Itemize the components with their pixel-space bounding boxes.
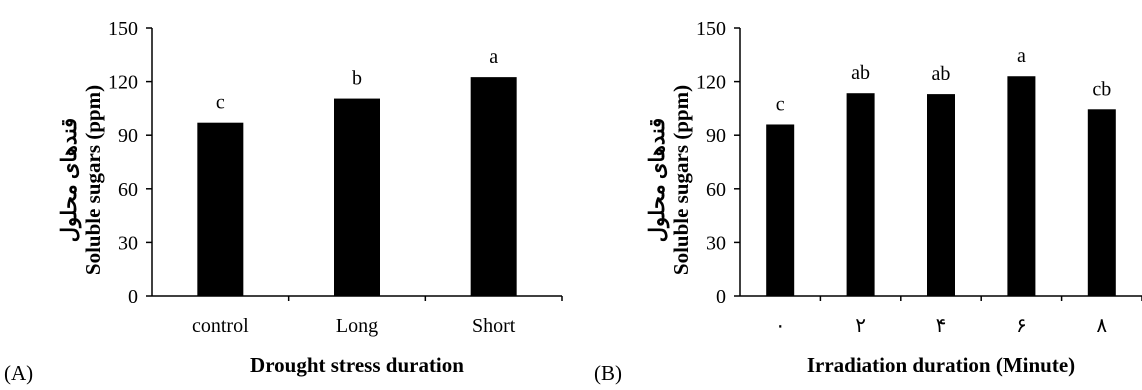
x-tick-label: control (192, 315, 249, 337)
x-tick-label: ۲ (855, 315, 866, 337)
significance-letter: b (352, 68, 362, 90)
panel-label: (A) (4, 361, 33, 385)
y-axis-title-persian: قندهای محلول (57, 118, 82, 242)
bar (470, 77, 517, 296)
x-tick-label: Short (472, 315, 516, 337)
y-axis-title: Soluble sugars (ppm) (81, 85, 105, 275)
panel-label: (B) (594, 361, 622, 385)
y-tick-label: 0 (716, 286, 726, 308)
bar (334, 98, 380, 296)
bar (766, 124, 795, 296)
y-tick-label: 60 (706, 179, 726, 201)
significance-letter: ab (932, 63, 951, 85)
y-tick-label: 150 (696, 18, 726, 40)
bar (846, 93, 875, 296)
y-axis-title: Soluble sugars (ppm) (669, 85, 693, 275)
significance-letter: cb (1092, 78, 1111, 100)
y-tick-label: 120 (108, 72, 138, 94)
bar (927, 94, 955, 297)
significance-letter: c (776, 93, 785, 115)
significance-letter: ab (851, 62, 870, 84)
y-tick-label: 90 (706, 125, 726, 147)
x-axis-title: Irradiation duration (Minute) (807, 353, 1075, 377)
y-tick-label: 120 (696, 72, 726, 94)
x-tick-label: ۴ (936, 315, 947, 337)
y-tick-label: 0 (128, 286, 138, 308)
x-tick-label: ۰ (775, 315, 786, 337)
chart-panel-1: 0 30 60 90 120 150 control c Long b Short a Drought … (4, 18, 563, 385)
x-axis-title: Drought stress duration (250, 353, 464, 377)
y-tick-label: 30 (118, 232, 138, 254)
bar (1007, 76, 1036, 297)
significance-letter: a (489, 46, 498, 68)
bar (1087, 109, 1116, 296)
y-tick-label: 30 (706, 232, 726, 254)
x-tick-label: Long (336, 315, 378, 337)
y-tick-label: 150 (108, 18, 138, 40)
y-tick-label: 60 (118, 179, 138, 201)
significance-letter: a (1017, 45, 1026, 67)
bar (197, 122, 244, 297)
x-tick-label: ۸ (1096, 315, 1107, 337)
chart-panel-2: 0 30 60 90 120 150 ۰ c ۲ ab ۴ ab ۶ a ۸ cb Irradiation du… (594, 18, 1142, 385)
y-axis-title-persian: قندهای محلول (645, 118, 670, 242)
x-tick-label: ۶ (1016, 315, 1027, 337)
y-tick-label: 90 (118, 125, 138, 147)
significance-letter: c (216, 92, 225, 114)
